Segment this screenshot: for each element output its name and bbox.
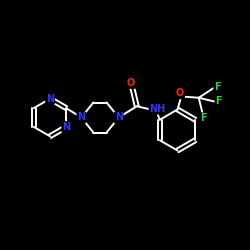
Text: F: F (214, 82, 221, 92)
Text: N: N (77, 112, 85, 122)
Text: N: N (62, 122, 70, 132)
Text: O: O (127, 78, 135, 88)
Text: N: N (46, 94, 54, 104)
Text: NH: NH (150, 104, 166, 114)
Text: O: O (176, 88, 184, 99)
Text: F: F (200, 113, 207, 123)
Text: N: N (115, 112, 123, 122)
Text: F: F (216, 96, 222, 106)
